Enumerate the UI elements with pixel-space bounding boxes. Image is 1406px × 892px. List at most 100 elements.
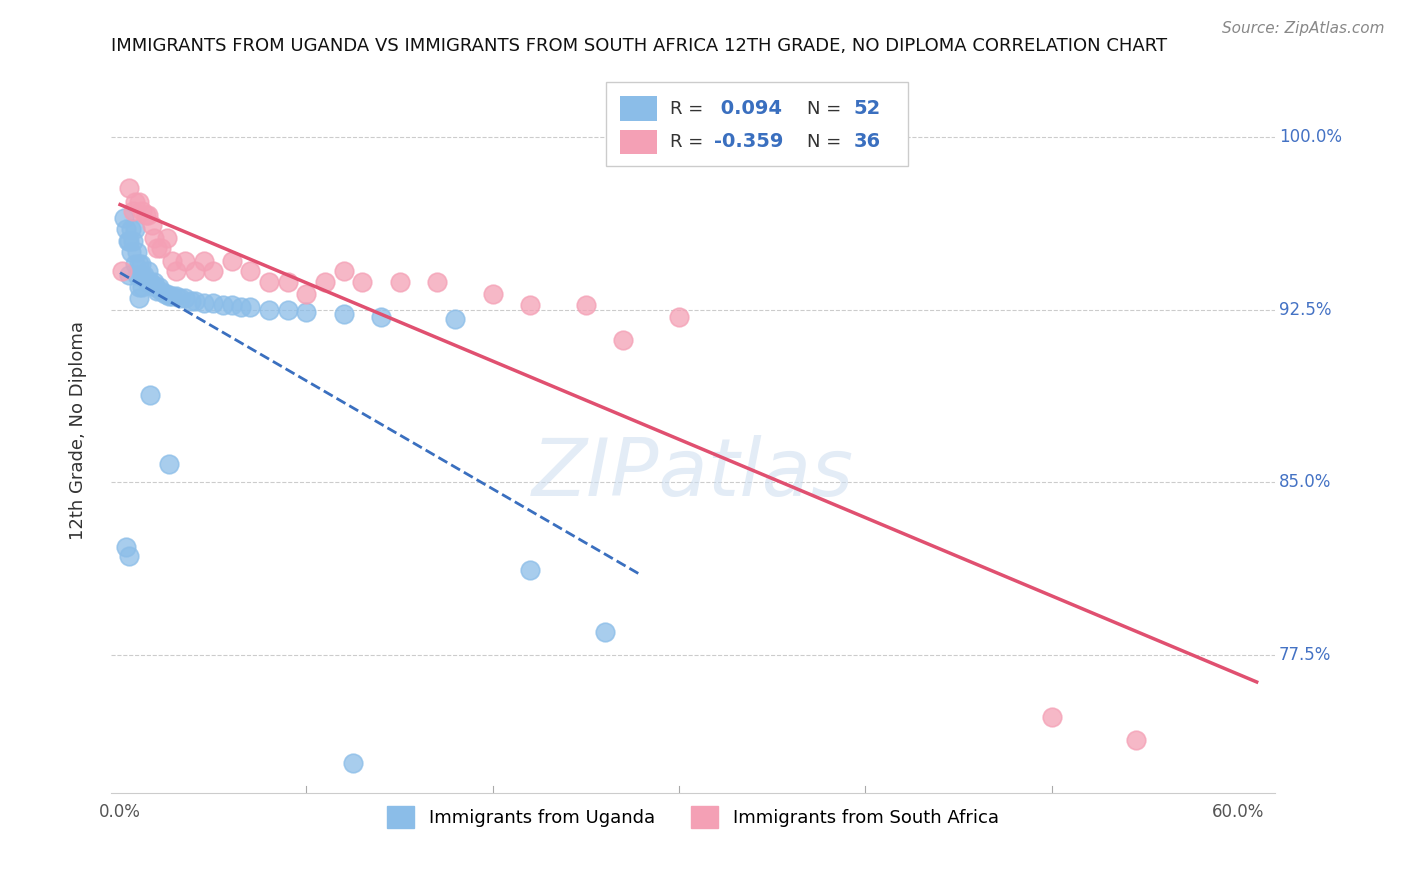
Point [146,241,169,255]
Text: 52: 52 [853,99,882,118]
Point [118,234,141,248]
Point [221,254,243,268]
Point [124,257,146,271]
Point [221,298,243,312]
Point [139,275,162,289]
Point [162,254,184,268]
Point [211,298,233,312]
Point [519,298,541,312]
Point [150,241,173,255]
Point [157,457,180,471]
Text: 36: 36 [853,132,882,152]
Point [481,286,503,301]
Text: 100.0%: 100.0% [1279,128,1343,146]
Point [111,263,134,277]
Point [352,275,374,289]
Point [231,301,253,315]
Point [593,625,616,640]
Point [135,273,157,287]
Point [122,234,145,248]
Point [112,211,135,225]
Point [314,275,336,289]
Text: R =: R = [669,100,703,118]
FancyBboxPatch shape [606,82,908,166]
Point [129,257,152,271]
Point [136,263,159,277]
Point [124,194,146,209]
Text: 60.0%: 60.0% [1212,803,1264,821]
FancyBboxPatch shape [620,96,657,121]
Point [239,263,262,277]
Point [141,218,163,232]
Point [202,263,225,277]
Point [165,289,187,303]
Point [388,275,411,289]
Point [295,305,318,319]
Point [128,194,150,209]
Text: IMMIGRANTS FROM UGANDA VS IMMIGRANTS FROM SOUTH AFRICA 12TH GRADE, NO DIPLOMA CO: IMMIGRANTS FROM UGANDA VS IMMIGRANTS FRO… [111,37,1167,55]
Legend: Immigrants from Uganda, Immigrants from South Africa: Immigrants from Uganda, Immigrants from … [380,798,1005,835]
Point [277,302,299,317]
Point [183,263,205,277]
Point [174,291,197,305]
Point [145,279,167,293]
Point [202,296,225,310]
Text: N =: N = [807,100,841,118]
Point [668,310,690,324]
Point [1125,733,1147,747]
Point [124,222,146,236]
Point [122,203,145,218]
Point [139,388,162,402]
Text: 77.5%: 77.5% [1279,646,1331,665]
Point [295,286,318,301]
Point [1040,710,1063,724]
Point [131,203,153,218]
Point [114,540,136,554]
Point [612,333,634,347]
Point [180,293,202,308]
Text: 85.0%: 85.0% [1279,474,1331,491]
Point [117,234,139,248]
Point [128,257,150,271]
Point [332,263,354,277]
Text: R =: R = [669,133,703,151]
Point [114,222,136,236]
Point [193,296,215,310]
Point [142,275,165,289]
Point [444,312,467,326]
Point [118,268,141,283]
Point [370,310,392,324]
Point [239,301,262,315]
Point [426,275,449,289]
Point [165,263,187,277]
Text: 12th Grade, No Diploma: 12th Grade, No Diploma [69,321,87,541]
Point [148,279,170,293]
Text: -0.359: -0.359 [714,132,783,152]
Point [141,277,163,292]
Text: 0.0%: 0.0% [100,803,141,821]
Point [125,268,148,283]
Point [118,549,141,563]
Point [162,289,184,303]
Point [157,289,180,303]
Point [183,293,205,308]
Point [120,222,142,236]
Point [118,180,141,194]
FancyBboxPatch shape [620,129,657,154]
Point [257,302,280,317]
Point [125,245,148,260]
Point [135,208,157,222]
Point [332,307,354,321]
Point [128,279,150,293]
Point [131,268,153,283]
Point [519,563,541,577]
Point [150,285,173,299]
Point [193,254,215,268]
Point [342,756,364,771]
Text: 0.094: 0.094 [714,99,782,118]
Point [128,291,150,305]
Point [153,286,176,301]
Point [169,291,191,305]
Text: N =: N = [807,133,841,151]
Point [174,254,197,268]
